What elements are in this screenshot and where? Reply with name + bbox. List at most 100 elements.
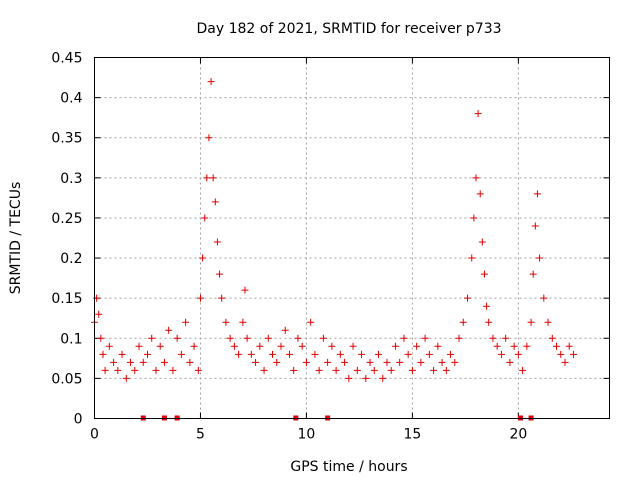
data-point [328, 342, 336, 350]
x-tick-label: 5 [196, 427, 205, 443]
data-point [565, 342, 573, 350]
data-point [514, 350, 522, 358]
x-tick-label: 10 [298, 427, 316, 443]
data-point [345, 374, 353, 382]
y-tick-label: 0.2 [60, 251, 82, 267]
data-point [143, 350, 151, 358]
axis-ticks [94, 57, 610, 419]
data-point [277, 342, 285, 350]
data-point [290, 366, 298, 374]
data-point [247, 350, 255, 358]
data-point [205, 134, 213, 142]
data-point [307, 318, 315, 326]
data-point [199, 254, 207, 262]
data-point [105, 342, 113, 350]
x-axis-label: GPS time / hours [290, 459, 407, 475]
data-point [165, 326, 173, 334]
data-point [379, 374, 387, 382]
data-point [510, 342, 518, 350]
data-point [127, 358, 135, 366]
x-tick-label: 20 [509, 427, 527, 443]
chart-title: Day 182 of 2021, SRMTID for receiver p73… [196, 21, 501, 37]
data-point [459, 318, 467, 326]
data-point [417, 358, 425, 366]
data-point [358, 350, 366, 358]
y-tick-label: 0.45 [51, 51, 82, 67]
data-point [235, 350, 243, 358]
data-point [97, 334, 105, 342]
data-point [122, 374, 130, 382]
data-point [408, 366, 416, 374]
data-point [190, 342, 198, 350]
data-point [480, 270, 488, 278]
data-point [447, 350, 455, 358]
data-point [519, 366, 527, 374]
data-point [226, 334, 234, 342]
grid-lines [94, 57, 610, 419]
data-point [387, 366, 395, 374]
data-point [139, 358, 147, 366]
y-tick-label: 0 [74, 412, 83, 428]
data-point [396, 358, 404, 366]
data-point [211, 198, 219, 206]
data-point [131, 366, 139, 374]
data-point [332, 366, 340, 374]
data-point [497, 350, 505, 358]
y-tick-label: 0.3 [60, 171, 82, 187]
data-point [118, 350, 126, 358]
data-point [404, 350, 412, 358]
data-point [470, 214, 478, 222]
data-point [294, 334, 302, 342]
data-point [370, 366, 378, 374]
data-point [169, 366, 177, 374]
data-point [256, 342, 264, 350]
data-point [341, 358, 349, 366]
data-point [553, 342, 561, 350]
data-point [366, 358, 374, 366]
data-point [540, 294, 548, 302]
data-points [91, 78, 577, 382]
data-point [468, 254, 476, 262]
data-point [336, 350, 344, 358]
data-point [260, 366, 268, 374]
data-point [156, 342, 164, 350]
x-tick-label: 15 [403, 427, 421, 443]
y-tick-label: 0.35 [51, 131, 82, 147]
data-point [252, 358, 260, 366]
data-point [472, 174, 480, 182]
data-point [485, 318, 493, 326]
data-point [544, 318, 552, 326]
y-tick-label: 0.05 [51, 371, 82, 387]
plot-frame [94, 57, 610, 419]
data-point [362, 374, 370, 382]
data-point [315, 366, 323, 374]
data-point [101, 366, 109, 374]
data-point [349, 342, 357, 350]
data-point [489, 334, 497, 342]
data-point [430, 366, 438, 374]
y-tick-label: 0.15 [51, 291, 82, 307]
data-point [451, 358, 459, 366]
data-point [527, 318, 535, 326]
data-point [569, 350, 577, 358]
data-point [239, 318, 247, 326]
data-point [230, 342, 238, 350]
data-point [531, 222, 539, 230]
data-point [135, 342, 143, 350]
data-point [216, 270, 224, 278]
data-point [311, 350, 319, 358]
data-point [533, 190, 541, 198]
data-point [218, 294, 226, 302]
data-point [186, 358, 194, 366]
data-point [269, 350, 277, 358]
data-point [241, 286, 249, 294]
data-point [425, 350, 433, 358]
data-point [421, 334, 429, 342]
data-point [438, 358, 446, 366]
data-point [400, 334, 408, 342]
data-point [474, 110, 482, 118]
data-point [383, 358, 391, 366]
x-tick-label: 0 [90, 427, 99, 443]
data-point [152, 366, 160, 374]
